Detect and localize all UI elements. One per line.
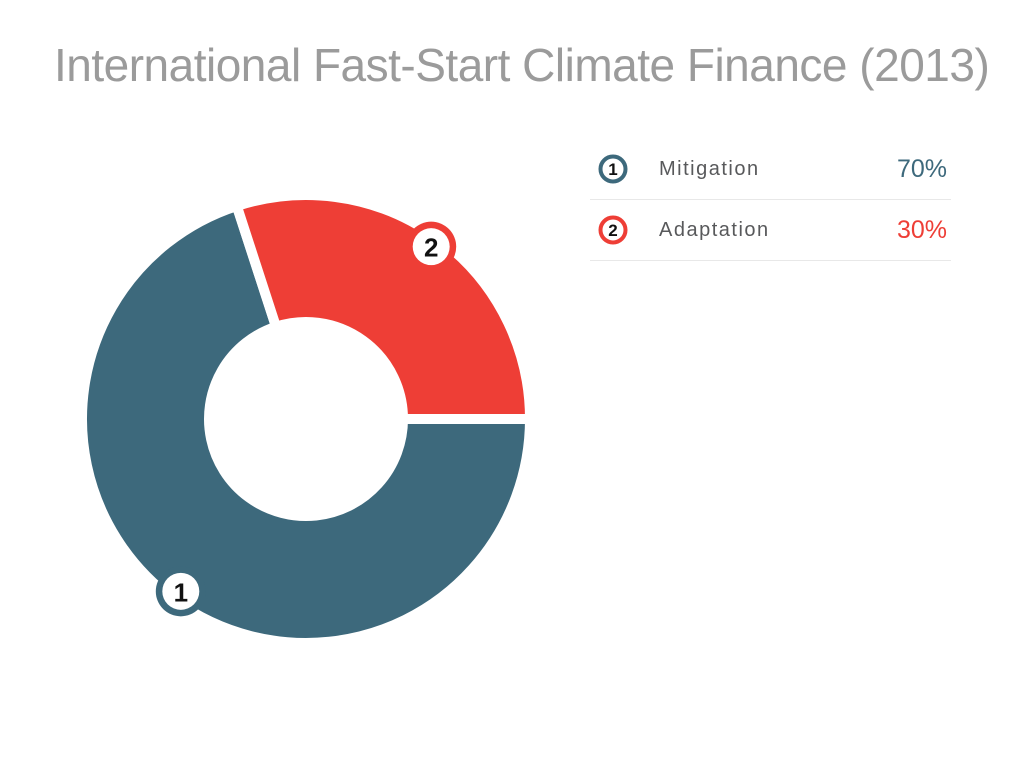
donut-chart: 12	[77, 190, 536, 648]
marker-number: 1	[174, 577, 188, 607]
legend-badge-1-icon: 1	[598, 154, 628, 184]
segment-marker-2: 2	[406, 221, 457, 272]
legend-badge-ring	[598, 215, 628, 245]
segment-marker-1: 1	[155, 566, 206, 617]
marker-disc	[162, 572, 200, 610]
legend-item-mitigation: 1 Mitigation 70%	[590, 139, 951, 200]
legend: 1 Mitigation 70% 2 Adaptation 30%	[590, 139, 951, 261]
legend-item-adaptation: 2 Adaptation 30%	[590, 200, 951, 261]
legend-value-mitigation: 70%	[896, 154, 947, 183]
legend-badge-ring	[598, 154, 628, 184]
legend-value-adaptation: 30%	[896, 215, 947, 244]
chart-title: International Fast-Start Climate Finance…	[54, 39, 990, 91]
donut-segment-mitigation	[77, 199, 536, 648]
legend-badge-number: 1	[608, 160, 617, 179]
legend-badge-number: 2	[608, 221, 617, 240]
donut-segment-adaptation	[230, 190, 536, 424]
legend-badge-2-icon: 2	[598, 215, 628, 245]
marker-number: 2	[424, 233, 438, 263]
legend-label-adaptation: Adaptation	[659, 218, 770, 241]
legend-label-mitigation: Mitigation	[659, 157, 760, 180]
marker-disc	[412, 228, 450, 266]
